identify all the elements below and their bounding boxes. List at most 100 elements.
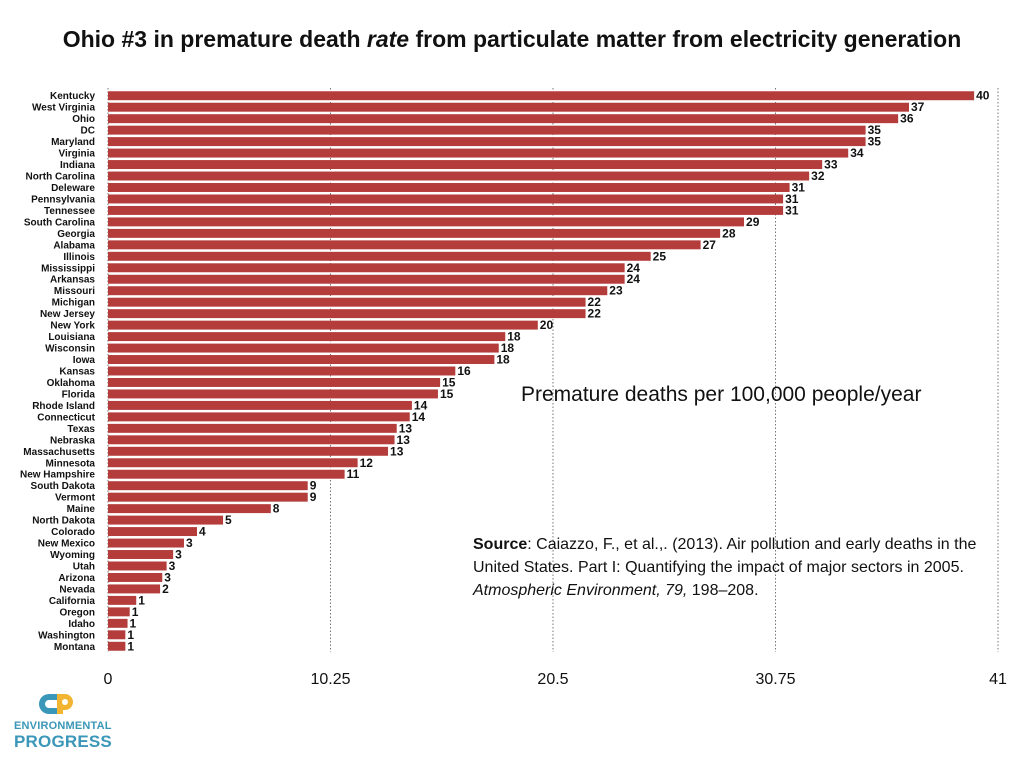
category-label: Wyoming bbox=[50, 550, 95, 561]
bar bbox=[108, 561, 167, 571]
category-label: Minnesota bbox=[46, 458, 96, 469]
bar bbox=[108, 228, 721, 238]
bar bbox=[108, 240, 701, 250]
category-label: Oregon bbox=[59, 607, 95, 618]
data-label: 32 bbox=[811, 169, 825, 183]
unit-annotation: Premature deaths per 100,000 people/year bbox=[521, 383, 922, 406]
data-label: 14 bbox=[412, 410, 426, 424]
data-label: 11 bbox=[347, 467, 360, 481]
x-tick-label: 41 bbox=[989, 671, 1007, 688]
bar bbox=[108, 137, 866, 147]
chart-title-emphasis: rate bbox=[366, 26, 410, 52]
category-label: Louisiana bbox=[48, 332, 95, 343]
data-label: 12 bbox=[360, 456, 374, 470]
bar bbox=[108, 595, 137, 605]
data-label: 14 bbox=[414, 398, 428, 412]
bar bbox=[108, 217, 745, 227]
data-label: 33 bbox=[824, 158, 838, 172]
bar bbox=[108, 630, 126, 640]
source-citation: Source: Caiazzo, F., et al.,. (2013). Ai… bbox=[473, 533, 993, 602]
bar bbox=[108, 550, 174, 559]
data-label: 15 bbox=[440, 387, 454, 401]
ep-logo-icon bbox=[39, 694, 73, 714]
bar bbox=[108, 102, 909, 112]
bar bbox=[108, 515, 224, 525]
category-label: Rhode Island bbox=[32, 401, 95, 412]
category-label: Montana bbox=[54, 642, 96, 653]
data-label: 1 bbox=[127, 639, 134, 653]
data-label: 23 bbox=[609, 284, 623, 298]
category-label: New York bbox=[50, 321, 95, 332]
data-label: 1 bbox=[130, 616, 137, 630]
data-label: 4 bbox=[199, 525, 206, 539]
bar bbox=[108, 251, 651, 261]
chart-title-part-1: Ohio #3 in premature death bbox=[62, 26, 367, 52]
bar bbox=[108, 355, 495, 365]
category-label: Oklahoma bbox=[47, 378, 96, 389]
bar bbox=[108, 160, 823, 170]
category-label: Maryland bbox=[51, 137, 95, 148]
data-label: 3 bbox=[186, 536, 193, 550]
category-label: Colorado bbox=[51, 527, 95, 538]
bar bbox=[108, 320, 538, 330]
data-label: 31 bbox=[792, 180, 806, 194]
category-label: Kansas bbox=[59, 367, 95, 378]
bar bbox=[108, 205, 784, 215]
bar bbox=[108, 286, 608, 296]
category-label: North Carolina bbox=[26, 172, 96, 183]
data-label: 37 bbox=[911, 100, 925, 114]
data-label: 1 bbox=[138, 593, 145, 607]
bar bbox=[108, 469, 345, 479]
data-label: 28 bbox=[722, 226, 736, 240]
data-label: 5 bbox=[225, 513, 232, 527]
category-label: Maine bbox=[67, 504, 96, 515]
data-label: 9 bbox=[310, 479, 317, 493]
bar bbox=[108, 400, 412, 410]
logo-text-environmental: ENVIRONMENTAL bbox=[14, 720, 112, 732]
x-tick-label: 30.75 bbox=[755, 671, 795, 688]
category-label: Mississippi bbox=[41, 263, 95, 274]
source-label: Source bbox=[473, 536, 528, 553]
data-label: 25 bbox=[653, 249, 667, 263]
category-label: Vermont bbox=[55, 493, 96, 504]
bar bbox=[108, 572, 163, 582]
bar bbox=[108, 263, 625, 273]
bar bbox=[108, 343, 499, 353]
category-label: Connecticut bbox=[37, 412, 95, 423]
bar bbox=[108, 618, 128, 628]
category-label: New Jersey bbox=[40, 309, 95, 320]
bar bbox=[108, 389, 438, 399]
bar bbox=[108, 332, 506, 342]
category-label: Florida bbox=[62, 389, 96, 400]
bar bbox=[108, 527, 197, 537]
bar bbox=[108, 641, 126, 651]
bar bbox=[108, 148, 849, 158]
category-label: Arizona bbox=[58, 573, 95, 584]
bar bbox=[108, 607, 130, 617]
category-label: North Dakota bbox=[32, 516, 95, 527]
bar bbox=[108, 446, 389, 456]
source-pages: 198–208. bbox=[687, 582, 759, 599]
category-label: Missouri bbox=[54, 286, 95, 297]
category-label: Utah bbox=[73, 561, 95, 572]
bar bbox=[108, 492, 308, 502]
bar bbox=[108, 458, 358, 468]
data-label: 2 bbox=[162, 582, 169, 596]
category-label: Deleware bbox=[51, 183, 95, 194]
category-label: South Dakota bbox=[31, 481, 96, 492]
logo-text-progress: PROGRESS bbox=[14, 732, 112, 751]
data-label: 35 bbox=[868, 135, 882, 149]
category-label: Nevada bbox=[59, 584, 95, 595]
bar bbox=[108, 114, 899, 124]
x-tick-label: 20.5 bbox=[537, 671, 568, 688]
bar bbox=[108, 366, 456, 376]
bar bbox=[108, 412, 410, 422]
bar bbox=[108, 377, 441, 387]
category-label: Washington bbox=[38, 630, 95, 641]
data-label: 1 bbox=[132, 605, 139, 619]
category-label: New Mexico bbox=[38, 539, 95, 550]
bar bbox=[108, 125, 866, 135]
bar bbox=[108, 538, 184, 548]
data-label: 3 bbox=[175, 548, 182, 562]
